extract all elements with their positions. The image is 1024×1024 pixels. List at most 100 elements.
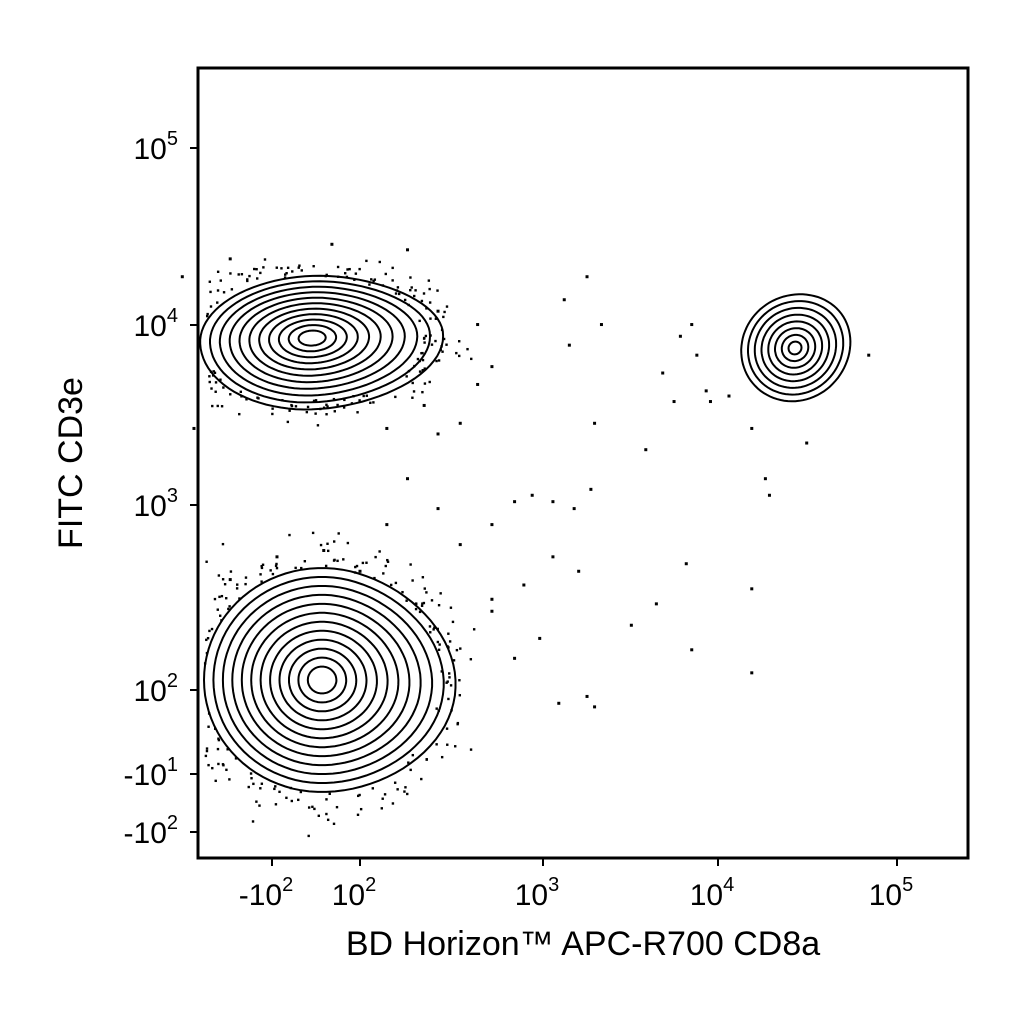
contour-line	[221, 585, 434, 775]
outlier-point	[490, 597, 494, 601]
outlier-point	[661, 371, 665, 375]
population-event	[437, 648, 441, 651]
population-event	[297, 266, 300, 269]
population-event	[396, 286, 400, 289]
population-event	[255, 800, 258, 803]
outlier-point	[436, 507, 440, 511]
population-event	[216, 301, 219, 304]
outlier-point	[727, 394, 731, 398]
population-event	[205, 560, 208, 563]
population-event	[356, 794, 360, 798]
population-event	[455, 351, 458, 355]
population-event	[437, 604, 441, 607]
population-event	[283, 276, 287, 279]
population-event	[286, 266, 290, 270]
population-event	[452, 659, 456, 662]
contour-line	[780, 333, 810, 363]
population-event	[335, 805, 339, 809]
population-event	[382, 572, 385, 575]
population-event	[259, 787, 262, 790]
population-event	[384, 564, 387, 568]
population-event	[325, 413, 328, 416]
population-event	[207, 725, 210, 728]
y-tick-label: -102	[124, 812, 178, 850]
population-event	[271, 412, 274, 416]
population-event	[354, 272, 358, 275]
population-event	[258, 804, 261, 807]
outlier-point	[538, 636, 542, 640]
population-event	[251, 820, 255, 823]
contour-lines	[199, 274, 852, 793]
population-event	[259, 271, 262, 275]
population-event	[416, 357, 420, 361]
population-event	[207, 763, 210, 767]
population-event	[236, 583, 239, 586]
population-event	[222, 764, 225, 767]
population-event	[428, 625, 432, 628]
contour-line	[767, 320, 824, 376]
population-event	[262, 266, 265, 269]
population-event	[396, 788, 399, 791]
population-event	[303, 560, 307, 563]
outlier-point	[562, 298, 566, 302]
population-event	[229, 393, 232, 396]
population-event	[346, 541, 350, 545]
population-event	[378, 260, 381, 264]
population-event	[230, 288, 234, 291]
outlier-point	[551, 555, 555, 559]
outlier-point	[690, 648, 694, 652]
contour-line	[306, 665, 338, 695]
population-event	[445, 343, 448, 346]
population-event	[325, 798, 328, 801]
population-event	[218, 614, 222, 617]
contour-line	[753, 306, 838, 389]
outlier-point	[684, 562, 688, 566]
population-event	[216, 608, 219, 611]
contour-line	[228, 291, 406, 390]
population-event	[346, 268, 349, 271]
population-event	[208, 375, 211, 378]
y-tick-label: 102	[134, 670, 179, 708]
population-event	[237, 273, 240, 276]
outlier-point	[490, 523, 494, 527]
outlier-point	[513, 656, 517, 660]
population-event	[306, 405, 310, 409]
population-event	[316, 424, 320, 427]
outlier-point	[406, 477, 410, 481]
population-event	[403, 298, 407, 302]
population-event	[214, 390, 217, 393]
y-axis-title: FITC CD3e	[52, 377, 90, 549]
population-event	[418, 370, 422, 373]
outlier-point	[358, 569, 362, 573]
population-event	[384, 272, 387, 276]
outlier-point	[585, 275, 589, 279]
population-event	[372, 279, 375, 283]
population-event	[447, 632, 450, 635]
population-event	[409, 288, 412, 292]
y-tick-label: 105	[134, 128, 179, 166]
population-event	[397, 292, 401, 296]
population-event	[288, 533, 291, 537]
population-event	[435, 743, 438, 746]
population-event	[246, 278, 249, 281]
outlier-point	[695, 353, 699, 357]
population-event	[221, 542, 225, 546]
population-event	[244, 582, 247, 586]
outlier-point	[513, 500, 517, 504]
population-event	[209, 305, 213, 308]
population-event	[344, 272, 347, 275]
population-event	[435, 707, 438, 710]
contour-line	[760, 313, 831, 383]
population-event	[411, 579, 414, 582]
population-event	[421, 576, 425, 579]
population-event	[218, 595, 221, 599]
population-event	[372, 401, 375, 404]
population-event	[458, 694, 462, 697]
population-event	[219, 279, 222, 282]
contour-line	[218, 285, 419, 397]
population-event	[278, 790, 281, 794]
population-event	[342, 406, 346, 409]
population-event	[391, 802, 395, 805]
population-event	[348, 267, 351, 271]
population-event	[421, 602, 424, 605]
